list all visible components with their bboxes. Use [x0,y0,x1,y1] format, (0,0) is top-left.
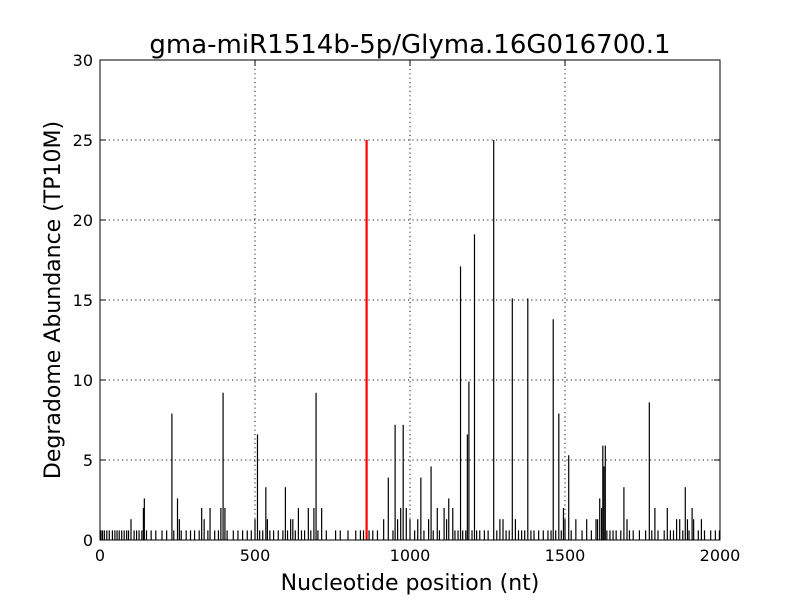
y-tick-label: 30 [73,51,93,70]
chart-title: gma-miR1514b-5p/Glyma.16G016700.1 [149,30,670,60]
ticks-layer: 0 500 1000 1500 2000 0 5 10 15 20 25 30 [73,51,741,565]
y-tick-label: 15 [73,291,93,310]
x-tick-label: 500 [240,546,271,565]
x-tick-label: 2000 [700,546,741,565]
x-tick-label: 0 [95,546,105,565]
grid-layer [100,60,720,540]
y-tick-label: 25 [73,131,93,150]
x-axis-label: Nucleotide position (nt) [281,571,540,596]
bars-layer [100,140,720,540]
y-tick-label: 10 [73,371,93,390]
y-axis-label: Degradome Abundance (TP10M) [41,121,66,479]
y-tick-label: 20 [73,211,93,230]
y-tick-label: 5 [83,451,93,470]
x-tick-label: 1000 [390,546,431,565]
x-tick-label: 1500 [545,546,586,565]
y-tick-label: 0 [83,531,93,550]
